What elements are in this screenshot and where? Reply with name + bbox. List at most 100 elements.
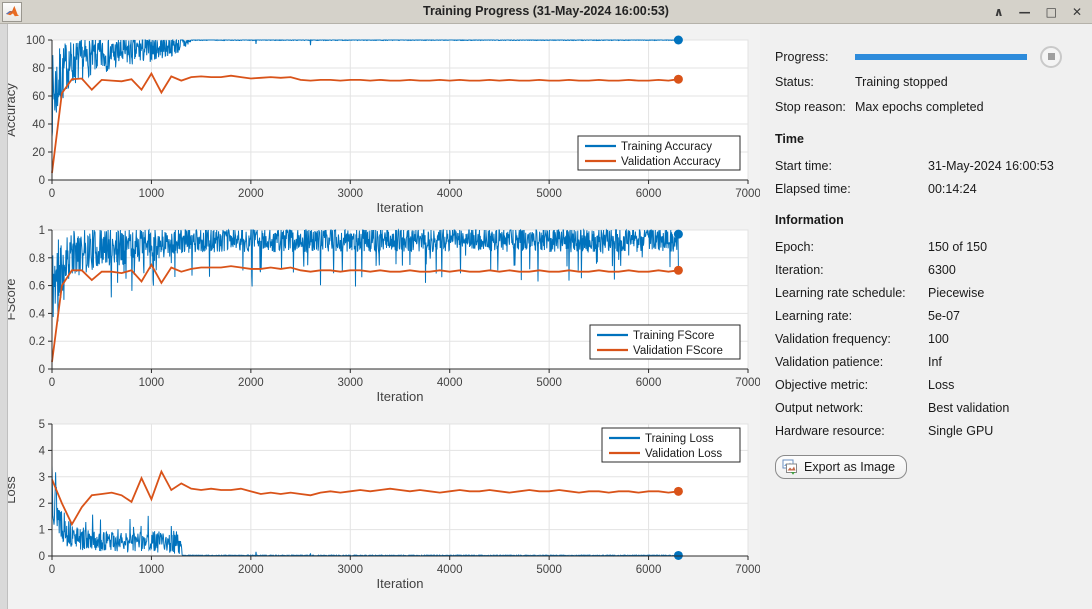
stop-reason-row: Stop reason: Max epochs completed — [775, 94, 1082, 119]
output-network-value: Best validation — [928, 400, 1010, 415]
loss-end-marker — [673, 550, 683, 560]
hardware-resource-value: Single GPU — [928, 423, 994, 438]
window-controls: ∧ — □ ✕ — [994, 0, 1082, 24]
accuracy-end-marker — [673, 74, 683, 84]
svg-text:0.2: 0.2 — [29, 336, 45, 348]
progress-bar — [855, 53, 1027, 60]
svg-text:Training Accuracy: Training Accuracy — [621, 141, 712, 153]
matlab-icon — [2, 1, 22, 22]
info-panel: Progress: Status: Training stopped Stop … — [760, 24, 1092, 609]
accuracy-end-marker — [673, 35, 683, 45]
maximize-button[interactable]: □ — [1046, 0, 1057, 24]
svg-text:20: 20 — [32, 147, 45, 159]
validation-frequency-row: Validation frequency: 100 — [775, 327, 1082, 350]
epoch-value: 150 of 150 — [928, 239, 988, 254]
window-title: Training Progress (31-May-2024 16:00:53) — [423, 4, 669, 18]
lr-schedule-value: Piecewise — [928, 285, 985, 300]
stop-reason-value: Max epochs completed — [855, 99, 984, 114]
start-time-value: 31-May-2024 16:00:53 — [928, 158, 1054, 173]
svg-text:1000: 1000 — [139, 564, 165, 576]
elapsed-time-row: Elapsed time: 00:14:24 — [775, 177, 1082, 200]
svg-text:7000: 7000 — [735, 188, 761, 200]
validation-patience-label: Validation patience: — [775, 354, 884, 369]
iteration-label: Iteration: — [775, 262, 824, 277]
svg-text:2000: 2000 — [238, 188, 264, 200]
svg-text:Validation FScore: Validation FScore — [633, 345, 723, 357]
accuracy-training-line — [51, 38, 679, 138]
svg-text:2000: 2000 — [238, 564, 264, 576]
iteration-row: Iteration: 6300 — [775, 258, 1082, 281]
left-divider — [0, 24, 8, 609]
validation-frequency-value: 100 — [928, 331, 949, 346]
svg-text:Iteration: Iteration — [377, 576, 424, 591]
charts-region: 0 1000 2000 3000 4000 5000 6000 7000 0 20 40 60 80 10… — [0, 24, 761, 609]
lr-schedule-label: Learning rate schedule: — [775, 285, 906, 300]
svg-text:0.4: 0.4 — [29, 308, 46, 320]
svg-text:0: 0 — [39, 364, 45, 376]
svg-text:4000: 4000 — [437, 564, 463, 576]
iteration-value: 6300 — [928, 262, 956, 277]
progress-fill — [855, 53, 1027, 60]
output-network-row: Output network: Best validation — [775, 396, 1082, 419]
svg-text:5000: 5000 — [536, 377, 562, 389]
svg-text:0: 0 — [49, 377, 55, 389]
svg-text:Training Loss: Training Loss — [645, 433, 714, 445]
time-heading: Time — [775, 132, 804, 146]
svg-text:Iteration: Iteration — [377, 200, 424, 215]
information-heading: Information — [775, 213, 844, 227]
svg-text:0: 0 — [39, 175, 45, 187]
svg-text:0.6: 0.6 — [29, 281, 45, 293]
close-button[interactable]: ✕ — [1072, 0, 1082, 24]
validation-patience-value: Inf — [928, 354, 942, 369]
svg-text:7000: 7000 — [735, 564, 761, 576]
learning-rate-value: 5e-07 — [928, 308, 960, 323]
epoch-row: Epoch: 150 of 150 — [775, 235, 1082, 258]
status-label: Status: — [775, 74, 814, 89]
export-as-image-button[interactable]: Export as Image — [775, 455, 908, 479]
epoch-label: Epoch: — [775, 239, 814, 254]
svg-text:6000: 6000 — [636, 564, 662, 576]
fscore-training-line — [51, 228, 679, 322]
progress-label: Progress: — [775, 49, 829, 64]
svg-text:1000: 1000 — [139, 188, 165, 200]
svg-text:1: 1 — [39, 525, 45, 537]
stop-reason-label: Stop reason: — [775, 99, 846, 114]
main-area: 0 1000 2000 3000 4000 5000 6000 7000 0 20 40 60 80 10… — [0, 24, 1092, 609]
learning-rate-label: Learning rate: — [775, 308, 853, 323]
svg-text:60: 60 — [32, 91, 45, 103]
loss-chart: 0 1000 2000 3000 4000 5000 6000 7000 0 1 2 3 4 5 Itera… — [3, 419, 761, 591]
loss-legend: Training Loss Validation Loss — [601, 427, 741, 463]
svg-text:100: 100 — [26, 35, 45, 47]
svg-text:5000: 5000 — [536, 188, 562, 200]
svg-text:7000: 7000 — [735, 377, 761, 389]
output-network-label: Output network: — [775, 400, 864, 415]
svg-text:4000: 4000 — [437, 377, 463, 389]
stop-icon — [1047, 53, 1055, 60]
fscore-end-marker — [673, 229, 683, 239]
stop-button[interactable] — [1040, 45, 1062, 68]
svg-text:3000: 3000 — [337, 188, 363, 200]
minimize-button[interactable]: — — [1019, 0, 1031, 24]
loss-validation-line — [51, 469, 679, 527]
progress-row: Progress: — [775, 44, 1082, 69]
svg-text:1: 1 — [39, 225, 45, 237]
title-bar: Training Progress (31-May-2024 16:00:53)… — [0, 0, 1092, 24]
status-row: Status: Training stopped — [775, 69, 1082, 94]
svg-text:6000: 6000 — [636, 188, 662, 200]
objective-metric-label: Objective metric: — [775, 377, 869, 392]
accuracy-legend: Training Accuracy Validation Accuracy — [577, 135, 741, 171]
svg-text:3000: 3000 — [337, 377, 363, 389]
learning-rate-row: Learning rate: 5e-07 — [775, 304, 1082, 327]
shade-button[interactable]: ∧ — [994, 0, 1004, 24]
svg-text:3: 3 — [39, 472, 45, 484]
svg-text:1000: 1000 — [139, 377, 165, 389]
loss-end-marker — [673, 486, 683, 496]
validation-frequency-label: Validation frequency: — [775, 331, 891, 346]
hardware-resource-label: Hardware resource: — [775, 423, 885, 438]
accuracy-chart: 0 1000 2000 3000 4000 5000 6000 7000 0 20 40 60 80 10… — [3, 35, 761, 215]
objective-metric-row: Objective metric: Loss — [775, 373, 1082, 396]
export-button-label: Export as Image — [804, 460, 896, 474]
svg-text:2: 2 — [39, 498, 45, 510]
svg-text:80: 80 — [32, 63, 45, 75]
